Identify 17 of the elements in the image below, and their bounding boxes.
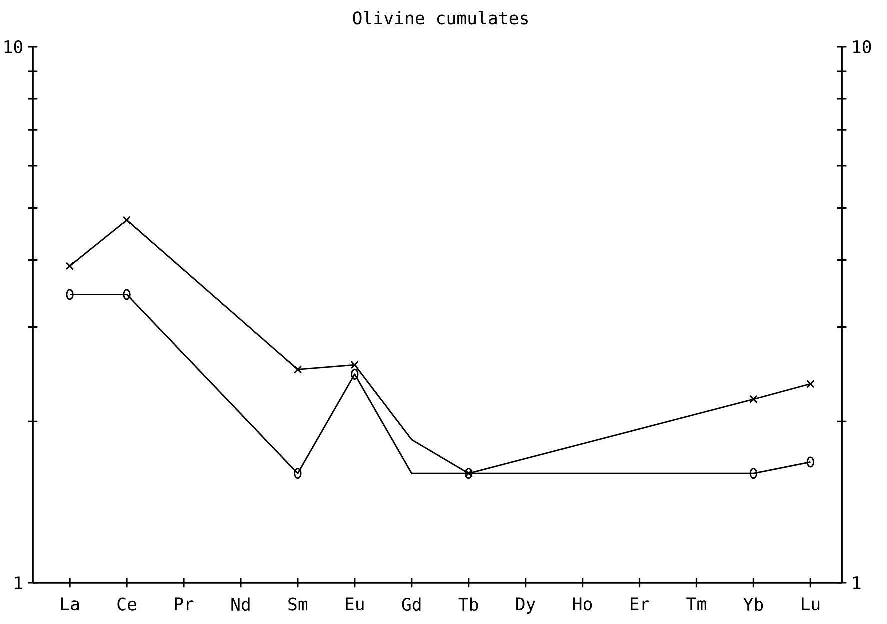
- x-tick-label: Pr: [175, 598, 194, 610]
- x-tick-label: Tb: [458, 598, 478, 612]
- x-tick-label: Tm: [686, 598, 706, 610]
- y2-tick-label: 1: [853, 576, 861, 590]
- x-tick-label: Nd: [232, 598, 250, 612]
- x-tick-label: Yb: [744, 598, 764, 612]
- x-tick-label: Ho: [574, 598, 592, 611]
- x-tick-label: Lu: [802, 598, 820, 611]
- chart-title: Olivine cumulates: [353, 11, 528, 25]
- x-tick-label: Ce: [118, 598, 136, 611]
- x-tick-label: Gd: [402, 598, 421, 612]
- x-tick-label: La: [61, 598, 80, 611]
- y2-tick-label: 10: [853, 40, 872, 54]
- x-tick-label: Dy: [516, 598, 536, 614]
- x-tick-label: Sm: [288, 598, 308, 611]
- x-tick-label: Er: [631, 598, 650, 610]
- x-tick-label: Eu: [346, 598, 364, 611]
